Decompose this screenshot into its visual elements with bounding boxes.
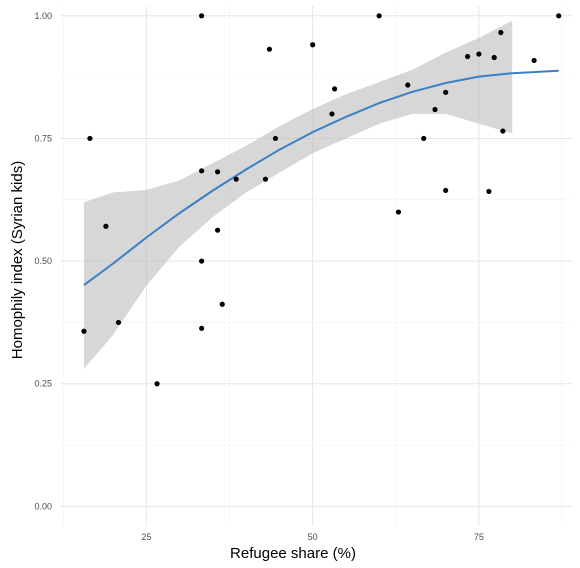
y-tick-label: 0.75 [34, 133, 52, 143]
data-point [214, 169, 221, 175]
data-point [214, 227, 221, 233]
x-axis-title: Refugee share (%) [230, 545, 356, 562]
data-point [81, 328, 87, 334]
data-point [233, 176, 239, 182]
data-point [103, 223, 109, 229]
data-point [329, 111, 335, 117]
x-axis-ticks: 25 50 75 [141, 532, 483, 542]
data-point [556, 13, 562, 19]
x-tick-label: 50 [308, 532, 318, 542]
data-point [199, 168, 205, 174]
smooth-line-layer [83, 69, 559, 286]
data-point [87, 135, 93, 142]
data-point [154, 381, 160, 387]
data-point [262, 176, 269, 182]
data-point [219, 301, 225, 307]
y-axis-title: Homophily index (Syrian kids) [9, 161, 26, 359]
data-point [465, 53, 471, 60]
data-point [405, 82, 411, 88]
confidence-band [83, 20, 513, 369]
y-axis-ticks: 0.00 0.25 0.50 0.75 1.00 [34, 11, 52, 512]
y-tick-label: 0.00 [34, 501, 52, 511]
data-point [486, 188, 492, 195]
data-point [310, 42, 316, 48]
data-points-layer [81, 13, 562, 387]
data-point [476, 51, 482, 57]
data-point [272, 135, 279, 142]
smooth-trend-line [83, 69, 559, 286]
data-point [432, 106, 438, 113]
data-point [332, 86, 338, 92]
y-tick-label: 0.25 [34, 379, 52, 389]
data-point [500, 128, 506, 134]
x-tick-label: 75 [474, 532, 484, 542]
data-point [266, 46, 273, 52]
data-point [443, 187, 449, 194]
data-point [443, 89, 449, 95]
data-point [199, 325, 205, 331]
data-point [498, 29, 504, 36]
data-point [376, 13, 382, 19]
x-tick-label: 25 [141, 532, 151, 542]
confidence-band-layer [83, 20, 513, 369]
y-tick-label: 0.50 [34, 256, 52, 266]
data-point [395, 209, 402, 215]
data-point [199, 13, 205, 19]
data-point [421, 135, 427, 142]
data-point [531, 57, 537, 64]
data-point [491, 54, 497, 61]
y-tick-label: 1.00 [34, 11, 52, 21]
data-point [115, 319, 122, 326]
data-point [199, 258, 205, 264]
